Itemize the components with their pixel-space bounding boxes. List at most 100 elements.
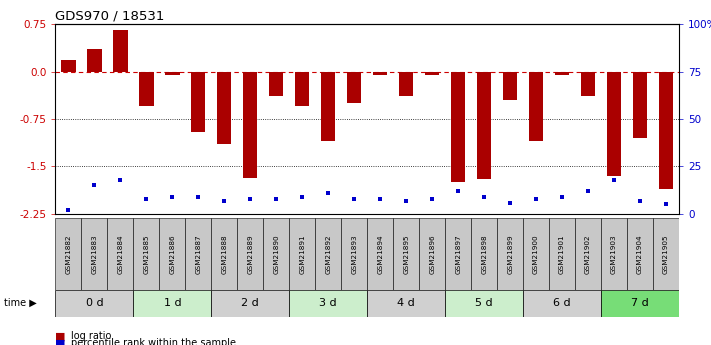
- Text: 5 d: 5 d: [476, 298, 493, 308]
- Bar: [601, 290, 679, 317]
- Bar: [529, 71, 543, 141]
- Bar: [237, 218, 263, 290]
- Bar: [523, 290, 601, 317]
- Point: [219, 198, 230, 204]
- Text: GSM21899: GSM21899: [507, 234, 513, 274]
- Text: GSM21900: GSM21900: [533, 234, 539, 274]
- Point: [63, 207, 74, 213]
- Text: GSM21883: GSM21883: [92, 234, 97, 274]
- Point: [166, 194, 178, 199]
- Point: [609, 177, 620, 183]
- Bar: [269, 71, 284, 96]
- Text: GSM21890: GSM21890: [273, 234, 279, 274]
- Text: GSM21888: GSM21888: [221, 234, 228, 274]
- Text: GSM21903: GSM21903: [611, 234, 617, 274]
- Text: GSM21902: GSM21902: [585, 234, 591, 274]
- Bar: [243, 71, 257, 178]
- Point: [323, 190, 334, 196]
- Bar: [367, 290, 445, 317]
- Point: [427, 196, 438, 201]
- Text: time ▶: time ▶: [4, 298, 36, 308]
- Bar: [289, 290, 367, 317]
- Point: [89, 183, 100, 188]
- Text: 1 d: 1 d: [164, 298, 181, 308]
- Bar: [159, 218, 186, 290]
- Bar: [113, 30, 127, 71]
- Point: [557, 194, 568, 199]
- Text: GSM21891: GSM21891: [299, 234, 305, 274]
- Bar: [549, 218, 575, 290]
- Bar: [607, 71, 621, 176]
- Point: [245, 196, 256, 201]
- Point: [479, 194, 490, 199]
- Text: 2 d: 2 d: [242, 298, 260, 308]
- Bar: [289, 218, 315, 290]
- Bar: [61, 60, 75, 71]
- Bar: [55, 290, 134, 317]
- Bar: [373, 71, 387, 75]
- Bar: [601, 218, 627, 290]
- Text: 7 d: 7 d: [631, 298, 649, 308]
- Point: [400, 198, 412, 204]
- Text: GSM21886: GSM21886: [169, 234, 176, 274]
- Point: [296, 194, 308, 199]
- Bar: [445, 290, 523, 317]
- Bar: [445, 218, 471, 290]
- Bar: [503, 71, 518, 100]
- Text: GSM21905: GSM21905: [663, 234, 669, 274]
- Point: [141, 196, 152, 201]
- Bar: [633, 71, 647, 138]
- Text: 6 d: 6 d: [553, 298, 571, 308]
- Text: ■: ■: [55, 332, 66, 341]
- Bar: [419, 218, 445, 290]
- Point: [193, 194, 204, 199]
- Bar: [217, 71, 232, 144]
- Text: GSM21889: GSM21889: [247, 234, 253, 274]
- Text: log ratio: log ratio: [71, 332, 112, 341]
- Text: GSM21893: GSM21893: [351, 234, 357, 274]
- Text: 3 d: 3 d: [319, 298, 337, 308]
- Bar: [575, 218, 601, 290]
- Bar: [263, 218, 289, 290]
- Bar: [55, 218, 82, 290]
- Bar: [659, 71, 673, 189]
- Bar: [341, 218, 367, 290]
- Bar: [425, 71, 439, 75]
- Point: [375, 196, 386, 201]
- Text: 0 d: 0 d: [85, 298, 103, 308]
- Bar: [471, 218, 497, 290]
- Point: [452, 188, 464, 194]
- Text: GSM21887: GSM21887: [196, 234, 201, 274]
- Text: GSM21897: GSM21897: [455, 234, 461, 274]
- Bar: [295, 71, 309, 106]
- Text: GSM21884: GSM21884: [117, 234, 124, 274]
- Bar: [399, 71, 413, 96]
- Bar: [653, 218, 679, 290]
- Bar: [165, 71, 179, 75]
- Point: [582, 188, 594, 194]
- Point: [634, 198, 646, 204]
- Bar: [107, 218, 134, 290]
- Point: [661, 201, 672, 207]
- Text: 4 d: 4 d: [397, 298, 415, 308]
- Bar: [186, 218, 211, 290]
- Bar: [134, 218, 159, 290]
- Bar: [347, 71, 361, 103]
- Bar: [82, 218, 107, 290]
- Text: ■: ■: [55, 338, 66, 345]
- Bar: [211, 290, 289, 317]
- Bar: [139, 71, 154, 106]
- Point: [271, 196, 282, 201]
- Point: [348, 196, 360, 201]
- Text: GSM21885: GSM21885: [144, 234, 149, 274]
- Bar: [191, 71, 205, 132]
- Bar: [87, 49, 102, 71]
- Bar: [523, 218, 549, 290]
- Bar: [627, 218, 653, 290]
- Text: GSM21896: GSM21896: [429, 234, 435, 274]
- Text: GDS970 / 18531: GDS970 / 18531: [55, 10, 165, 23]
- Text: GSM21904: GSM21904: [637, 234, 643, 274]
- Point: [114, 177, 126, 183]
- Bar: [134, 290, 211, 317]
- Bar: [451, 71, 465, 182]
